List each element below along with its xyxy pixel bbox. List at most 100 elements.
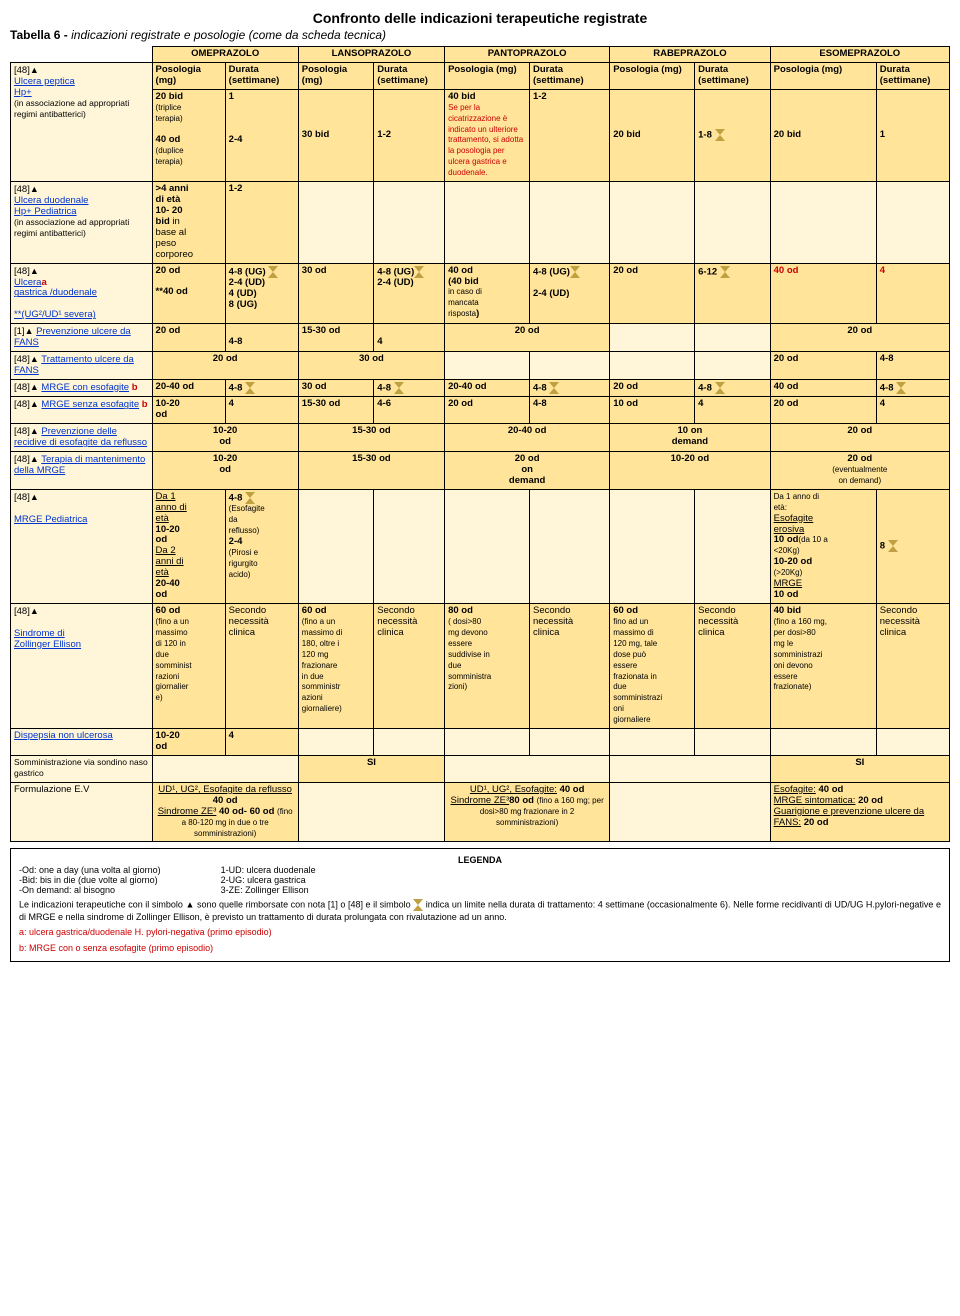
row-trattamento-fans: [48]▲ Trattamento ulcere da FANS [11, 352, 153, 380]
hourglass-icon [268, 266, 278, 278]
subhead-rab-dur: Durata (settimane) [695, 62, 770, 89]
row-7: [48]▲ MRGE senza esofagite b 10-20od 4 1… [11, 397, 950, 424]
legend-right-1: 2-UG: ulcera gastrica [221, 875, 316, 885]
r9-eso: 20 od(eventualmenteon demand) [770, 452, 949, 490]
legend-title: LEGENDA [19, 855, 941, 865]
row-ulcera-duodenale-ped: [48]▲ Ulcera duodenaleHp+ Pediatrica(in … [11, 182, 153, 263]
r10-eso-pos: Da 1 anno dietà:Esofagiteerosiva10 od(da… [770, 489, 876, 603]
r11-lan-dur: Secondonecessitàclinica [374, 604, 445, 729]
r5-pan-pos [445, 352, 530, 380]
hourglass-icon [414, 266, 424, 278]
r3-lan-dur: 4-8 (UG)2-4 (UD) [374, 263, 445, 324]
legend-left-0: -Od: one a day (una volta al giorno) [19, 865, 161, 875]
r6-ome-pos: 20-40 od [152, 379, 225, 396]
row-8: [48]▲ Prevenzione delle recidive di esof… [11, 424, 950, 452]
r8-eso: 20 od [770, 424, 949, 452]
r14-eso: Esofagite: 40 odMRGE sintomatica: 20 odG… [770, 782, 949, 842]
r12-eso-pos [770, 729, 876, 756]
r3-pan-dur: 4-8 (UG)2-4 (UD) [529, 263, 609, 324]
header-row-1: OMEPRAZOLO LANSOPRAZOLO PANTOPRAZOLO RAB… [11, 47, 950, 63]
legend-left: -Od: one a day (una volta al giorno) -Bi… [19, 865, 161, 895]
drug-omeprazolo: OMEPRAZOLO [152, 47, 298, 63]
r2-eso-pos [770, 182, 876, 263]
r2-rab-dur [695, 182, 770, 263]
r14-ome: UD¹, UG², Esofagite da reflusso 40 odSin… [152, 782, 298, 842]
r4-rab-dur [695, 324, 770, 352]
row-ulcera-peptica: [48]▲ Ulcera pepticaHp+(in associazione … [11, 62, 153, 181]
r14-pan: UD¹, UG², Esofagite: 40 odSindrome ZE³80… [445, 782, 610, 842]
r10-pan-pos [445, 489, 530, 603]
hourglass-icon [245, 382, 255, 394]
r3-ome-dur: 4-8 (UG) 2-4 (UD)4 (UD)8 (UG) [225, 263, 298, 324]
r13-pan [445, 755, 610, 782]
hourglass-icon [715, 382, 725, 394]
r1-eso-pos: 20 bid [770, 89, 876, 181]
r2-eso-dur [876, 182, 949, 263]
r13-eso: SI [770, 755, 949, 782]
header-row-2: [48]▲ Ulcera pepticaHp+(in associazione … [11, 62, 950, 89]
footer-main: Le indicazioni terapeutiche con il simbo… [19, 899, 941, 923]
row-dispepsia: Dispepsia non ulcerosa [11, 729, 153, 756]
r13-lan: SI [298, 755, 444, 782]
r6-rab-dur: 4-8 [695, 379, 770, 396]
subhead-eso-dur: Durata (settimane) [876, 62, 949, 89]
r1-pan-pos: 40 bidSe per la cicatrizzazione è indica… [445, 89, 530, 181]
row-14: Formulazione E.V UD¹, UG², Esofagite da … [11, 782, 950, 842]
r1-lan-pos: 30 bid [298, 89, 373, 181]
r10-ome-pos: Da 1anno dietà10-20odDa 2anni dietà20-40… [152, 489, 225, 603]
row-11: [48]▲Sindrome diZollinger Ellison 60 od(… [11, 604, 950, 729]
row-prevenzione-recidive: [48]▲ Prevenzione delle recidive di esof… [11, 424, 153, 452]
r6-eso-dur: 4-8 [876, 379, 949, 396]
r4-lan-pos: 15-30 od [298, 324, 373, 352]
subhead-pan-pos: Posologia (mg) [445, 62, 530, 89]
subhead-eso-pos: Posologia (mg) [770, 62, 876, 89]
r5-rab-dur [695, 352, 770, 380]
subhead-rab-pos: Posologia (mg) [610, 62, 695, 89]
r1-eso-dur: 1 [876, 89, 949, 181]
hourglass-icon [720, 266, 730, 278]
r8-ome: 10-20od [152, 424, 298, 452]
r6-rab-pos: 20 od [610, 379, 695, 396]
subhead-ome-dur: Durata (settimane) [225, 62, 298, 89]
r9-lan: 15-30 od [298, 452, 444, 490]
r12-lan-dur [374, 729, 445, 756]
r2-pan-dur [529, 182, 609, 263]
r10-rab-pos [610, 489, 695, 603]
r7-ome-dur: 4 [225, 397, 298, 424]
r11-ome-dur: Secondonecessitàclinica [225, 604, 298, 729]
row-4: [1]▲ Prevenzione ulcere da FANS 20 od 4-… [11, 324, 950, 352]
r5-lan: 30 od [298, 352, 444, 380]
r7-eso-dur: 4 [876, 397, 949, 424]
r6-lan-pos: 30 od [298, 379, 373, 396]
r12-eso-dur [876, 729, 949, 756]
subtitle-rest: indicazioni registrate e posologie (come… [71, 28, 386, 42]
r12-lan-pos [298, 729, 373, 756]
subhead-pan-dur: Durata (settimane) [529, 62, 609, 89]
subtitle-bold: Tabella 6 - [10, 28, 71, 42]
r10-pan-dur [529, 489, 609, 603]
row-12: Dispepsia non ulcerosa 10-20od 4 [11, 729, 950, 756]
row-13: Somministrazione via sondino naso gastri… [11, 755, 950, 782]
legend-left-2: -On demand: al bisogno [19, 885, 161, 895]
r11-eso-pos: 40 bid(fino a 160 mg,per dosi>80mg lesom… [770, 604, 876, 729]
r2-pan-pos [445, 182, 530, 263]
row-10: [48]▲MRGE Pediatrica Da 1anno dietà10-20… [11, 489, 950, 603]
main-table: OMEPRAZOLO LANSOPRAZOLO PANTOPRAZOLO RAB… [10, 46, 950, 842]
r3-rab-dur: 6-12 [695, 263, 770, 324]
r11-lan-pos: 60 od(fino a unmassimo di180, oltre i120… [298, 604, 373, 729]
r3-eso-pos: 40 od [770, 263, 876, 324]
subhead-lan-pos: Posologia (mg) [298, 62, 373, 89]
r4-ome-dur: 4-8 [225, 324, 298, 352]
r7-rab-pos: 10 od [610, 397, 695, 424]
r9-rab: 10-20 od [610, 452, 770, 490]
r12-ome-dur: 4 [225, 729, 298, 756]
r7-lan-dur: 4-6 [374, 397, 445, 424]
r11-pan-dur: Secondonecessitàclinica [529, 604, 609, 729]
legend-right-0: 1-UD: ulcera duodenale [221, 865, 316, 875]
r5-eso-dur: 4-8 [876, 352, 949, 380]
r13-ome [152, 755, 298, 782]
r6-pan-pos: 20-40 od [445, 379, 530, 396]
r14-lan [298, 782, 444, 842]
hourglass-icon [715, 129, 725, 141]
r10-lan-pos [298, 489, 373, 603]
